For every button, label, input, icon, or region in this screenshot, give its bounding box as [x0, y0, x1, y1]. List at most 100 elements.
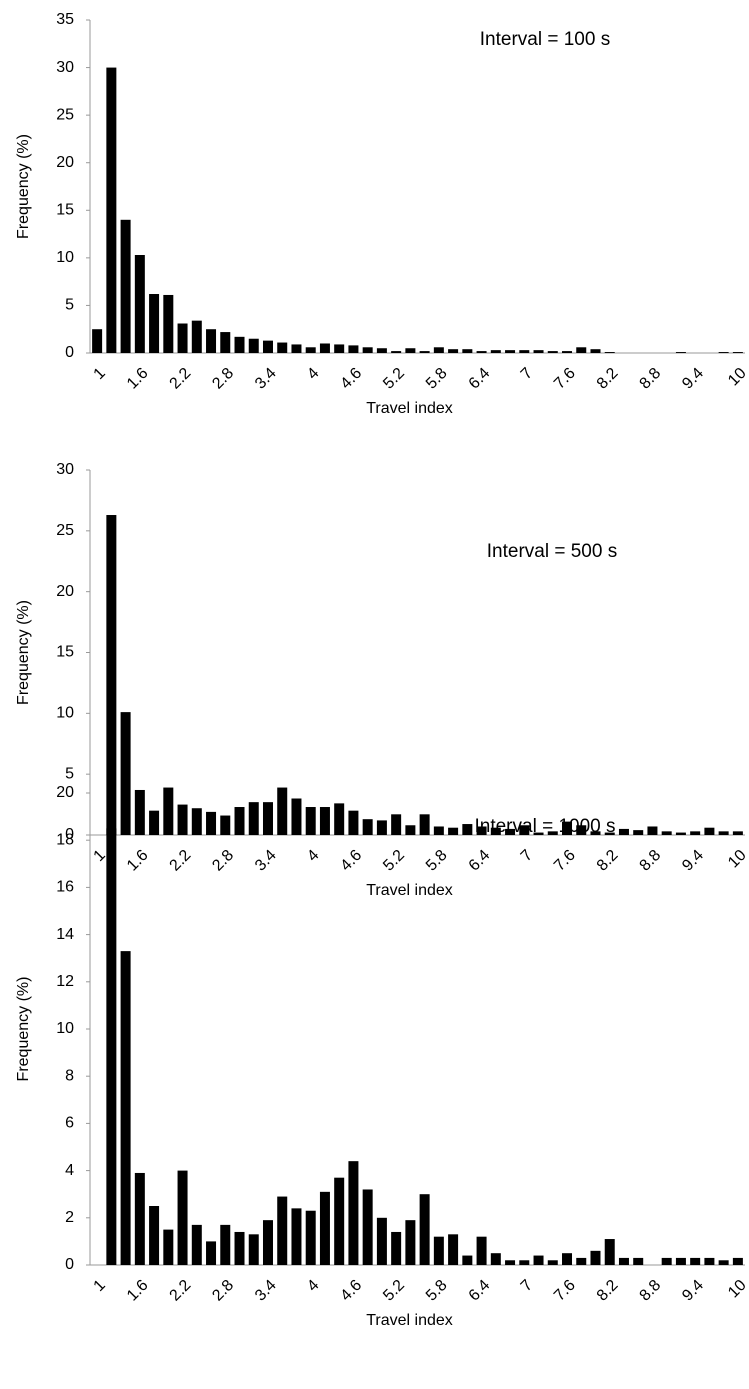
bar: [220, 1224, 231, 1265]
x-tick-label: 6.4: [466, 365, 494, 393]
bar: [334, 803, 345, 835]
bar: [277, 787, 288, 835]
bar: [220, 815, 231, 835]
bar: [505, 350, 516, 353]
bar: [448, 827, 459, 835]
bar: [106, 67, 117, 354]
bar: [305, 807, 316, 835]
bar: [690, 831, 701, 835]
bar: [448, 349, 459, 353]
bar: [718, 831, 729, 835]
bar: [234, 1231, 245, 1265]
y-tick-label: 10: [56, 1020, 74, 1037]
bar: [362, 347, 373, 353]
bar: [163, 294, 174, 353]
bar: [476, 351, 487, 353]
x-tick-label: 8.8: [637, 847, 665, 875]
bar: [220, 332, 231, 353]
bar: [206, 1241, 217, 1265]
bar: [376, 1217, 387, 1265]
bar: [291, 1208, 302, 1265]
x-tick-label: 10: [725, 847, 749, 872]
y-tick-label: 35: [56, 11, 74, 28]
x-tick-label: 8.8: [637, 365, 665, 393]
bar: [562, 351, 573, 353]
y-tick-label: 5: [65, 297, 74, 314]
bar: [547, 1260, 558, 1265]
bar: [562, 821, 573, 835]
x-tick-label: 8.2: [594, 847, 622, 875]
bar: [618, 828, 629, 835]
bar: [149, 294, 160, 353]
bar: [433, 1236, 444, 1265]
x-tick-label: 3.4: [252, 1277, 280, 1305]
bar: [262, 802, 273, 835]
bar: [206, 811, 217, 835]
bar: [334, 344, 345, 353]
y-axis-label: Frequency (%): [15, 977, 32, 1082]
bar: [675, 832, 686, 835]
x-tick-label: 6.4: [466, 847, 494, 875]
y-tick-label: 15: [56, 202, 74, 219]
bar: [547, 831, 558, 835]
bar: [576, 347, 587, 353]
bar: [248, 802, 259, 835]
bar: [334, 1177, 345, 1265]
bar: [590, 831, 601, 835]
y-tick-label: 25: [56, 522, 74, 539]
bar: [163, 1229, 174, 1265]
bar: [163, 787, 174, 835]
bar: [120, 951, 131, 1265]
x-tick-label: 9.4: [679, 847, 707, 875]
bar: [690, 1257, 701, 1265]
bar: [476, 1236, 487, 1265]
x-tick-label: 4: [304, 1277, 322, 1295]
bar: [376, 348, 387, 353]
x-tick-label: 5.2: [380, 847, 408, 875]
bar: [462, 349, 473, 353]
x-tick-label: 7.6: [551, 1277, 579, 1305]
x-axis-label: Travel index: [366, 400, 453, 417]
y-tick-label: 14: [56, 926, 74, 943]
bar: [718, 1260, 729, 1265]
bar: [576, 825, 587, 835]
x-tick-label: 10: [725, 1277, 749, 1302]
bar: [433, 347, 444, 353]
x-tick-label: 7: [518, 847, 536, 865]
x-tick-label: 9.4: [679, 365, 707, 393]
x-tick-label: 5.2: [380, 1277, 408, 1305]
y-tick-label: 2: [65, 1209, 74, 1226]
bar: [149, 810, 160, 835]
x-tick-label: 1: [91, 1277, 109, 1295]
bar: [248, 1234, 259, 1265]
x-tick-label: 7.6: [551, 847, 579, 875]
bar: [533, 350, 544, 353]
x-axis-label: Travel index: [366, 882, 453, 899]
x-tick-label: 1: [91, 847, 109, 865]
x-tick-label: 1.6: [124, 365, 152, 393]
y-tick-label: 10: [56, 705, 74, 722]
y-tick-label: 10: [56, 249, 74, 266]
bar: [92, 329, 103, 353]
y-tick-label: 4: [65, 1162, 74, 1179]
x-tick-label: 5.8: [423, 365, 451, 393]
bar: [405, 1220, 416, 1265]
y-tick-label: 8: [65, 1067, 74, 1084]
bar: [319, 1191, 330, 1265]
bar: [348, 345, 359, 353]
bar: [604, 832, 615, 835]
y-tick-label: 6: [65, 1115, 74, 1132]
bar: [106, 828, 117, 1265]
y-axis-label: Frequency (%): [15, 600, 32, 705]
bar: [234, 336, 245, 353]
x-tick-label: 4: [304, 365, 322, 383]
bar: [191, 1224, 202, 1265]
bar: [305, 1210, 316, 1265]
bar: [291, 344, 302, 353]
bar: [562, 1253, 573, 1265]
bar: [348, 1161, 359, 1265]
x-tick-label: 8.8: [637, 1277, 665, 1305]
x-tick-label: 8.2: [594, 1277, 622, 1305]
bar: [134, 1172, 145, 1265]
